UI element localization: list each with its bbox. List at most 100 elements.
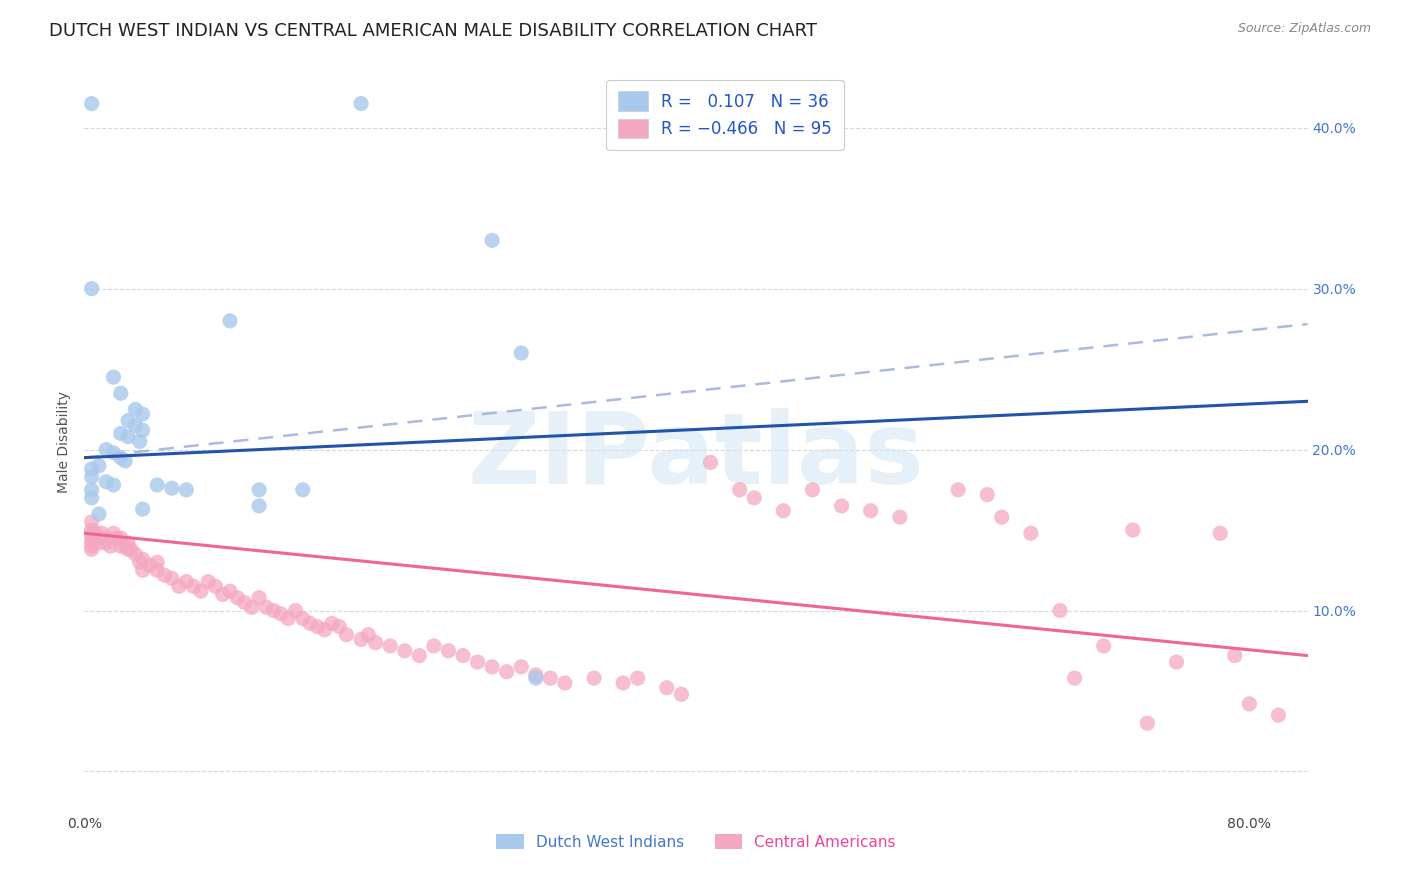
Point (394, 644, 416, 658)
Point (291, 611, 314, 625)
Point (284, 603, 307, 617)
Point (247, 591, 270, 605)
Point (87, 507, 110, 521)
Point (153, 568, 176, 582)
Point (160, 571, 183, 585)
Point (87, 531, 110, 545)
Point (240, 600, 263, 615)
Point (247, 499, 270, 513)
Point (120, 542, 142, 557)
Point (80, 483, 103, 497)
Point (110, 426, 132, 441)
Point (335, 628, 357, 642)
Point (510, 660, 533, 674)
Point (583, 671, 606, 685)
Point (976, 488, 998, 502)
Point (110, 386, 132, 401)
Point (90, 526, 112, 541)
Point (451, 648, 474, 663)
Point (380, 639, 402, 653)
Point (742, 491, 765, 505)
Point (772, 504, 794, 518)
Legend: Dutch West Indians, Central Americans: Dutch West Indians, Central Americans (491, 828, 901, 856)
Point (96, 536, 118, 550)
Point (103, 526, 125, 541)
Point (481, 660, 503, 674)
Point (84, 526, 107, 541)
Point (96, 442, 118, 457)
Y-axis label: Male Disability: Male Disability (58, 391, 72, 492)
Point (328, 619, 350, 633)
Point (1092, 639, 1115, 653)
Point (117, 414, 139, 428)
Point (87, 536, 110, 550)
Point (103, 446, 125, 460)
Point (80, 542, 103, 557)
Point (80, 515, 103, 529)
Point (423, 639, 446, 653)
Point (831, 499, 853, 513)
Point (233, 595, 256, 609)
Point (1209, 526, 1232, 541)
Point (190, 584, 212, 599)
Text: ZIPatlas: ZIPatlas (468, 408, 924, 505)
Point (139, 558, 162, 573)
Point (263, 603, 285, 617)
Point (655, 681, 678, 695)
Point (204, 579, 226, 593)
Point (80, 491, 103, 505)
Point (219, 584, 242, 599)
Point (357, 628, 380, 642)
Text: Source: ZipAtlas.com: Source: ZipAtlas.com (1237, 22, 1371, 36)
Point (991, 510, 1014, 524)
Point (197, 574, 219, 589)
Point (131, 502, 153, 516)
Point (554, 676, 576, 690)
Point (131, 423, 153, 437)
Point (131, 552, 153, 566)
Point (510, 346, 533, 360)
Point (1223, 648, 1246, 663)
Point (307, 619, 329, 633)
Point (128, 555, 150, 569)
Point (299, 616, 322, 631)
Text: DUTCH WEST INDIAN VS CENTRAL AMERICAN MALE DISABILITY CORRELATION CHART: DUTCH WEST INDIAN VS CENTRAL AMERICAN MA… (49, 22, 817, 40)
Point (627, 671, 650, 685)
Point (1166, 655, 1188, 669)
Point (314, 623, 336, 637)
Point (110, 539, 132, 553)
Point (124, 547, 146, 561)
Point (80, 539, 103, 553)
Point (80, 526, 103, 541)
Point (80, 531, 103, 545)
Point (801, 483, 824, 497)
Point (131, 407, 153, 421)
Point (110, 450, 132, 465)
Point (174, 574, 197, 589)
Point (408, 648, 430, 663)
Point (160, 481, 183, 495)
Point (167, 579, 190, 593)
Point (103, 370, 125, 384)
Point (219, 314, 242, 328)
Point (728, 483, 751, 497)
Point (117, 542, 139, 557)
Point (103, 478, 125, 492)
Point (1063, 671, 1085, 685)
Point (96, 531, 118, 545)
Point (270, 607, 292, 621)
Point (350, 632, 373, 647)
Point (481, 233, 503, 247)
Point (114, 539, 136, 553)
Point (247, 483, 270, 497)
Point (889, 510, 911, 524)
Point (524, 668, 547, 682)
Point (80, 462, 103, 476)
Point (671, 687, 693, 701)
Point (80, 523, 103, 537)
Point (946, 483, 969, 497)
Point (114, 454, 136, 468)
Point (100, 539, 122, 553)
Point (87, 458, 110, 473)
Point (495, 665, 517, 679)
